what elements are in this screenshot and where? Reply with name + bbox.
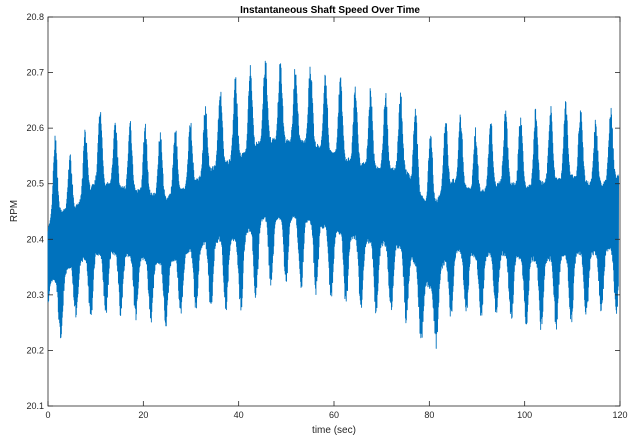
series-rpm — [47, 60, 620, 349]
y-tick-label: 20.7 — [26, 68, 44, 78]
y-axis: 20.1 20.2 20.3 20.4 20.5 20.6 20.7 20.8 — [26, 12, 620, 411]
x-axis-label: time (sec) — [312, 425, 356, 436]
x-tick-label: 120 — [612, 410, 627, 420]
y-tick-label: 20.4 — [26, 234, 44, 244]
y-tick-label: 20.2 — [26, 345, 44, 355]
y-tick-label: 20.5 — [26, 179, 44, 189]
y-tick-label: 20.3 — [26, 290, 44, 300]
x-tick-label: 80 — [424, 410, 434, 420]
y-tick-label: 20.8 — [26, 12, 44, 22]
chart-title: Instantaneous Shaft Speed Over Time — [240, 5, 420, 16]
x-tick-label: 100 — [517, 410, 532, 420]
y-axis-label: RPM — [9, 200, 20, 222]
series-line — [47, 60, 620, 349]
x-tick-label: 40 — [234, 410, 244, 420]
y-tick-label: 20.1 — [26, 401, 44, 411]
x-axis: 0 20 40 60 80 100 120 — [45, 17, 628, 420]
x-tick-label: 60 — [329, 410, 339, 420]
x-tick-label: 20 — [138, 410, 148, 420]
x-tick-label: 0 — [45, 410, 50, 420]
y-tick-label: 20.6 — [26, 123, 44, 133]
